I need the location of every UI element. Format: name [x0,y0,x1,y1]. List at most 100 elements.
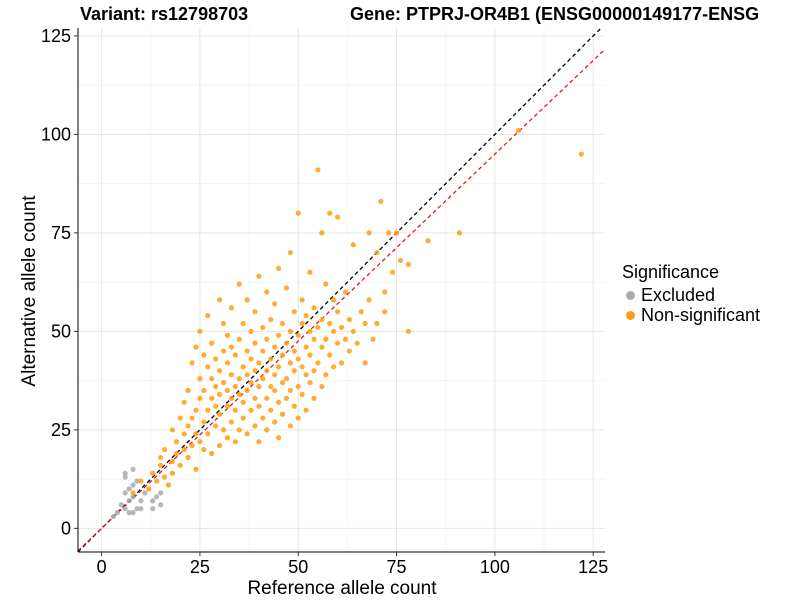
data-point-non-significant [205,313,211,319]
data-point-non-significant [240,399,246,405]
data-point-excluded [122,490,128,496]
data-point-non-significant [228,372,234,378]
data-point-non-significant [378,198,384,204]
data-point-non-significant [287,387,293,394]
x-axis-label: Reference allele count [247,578,437,599]
data-point-non-significant [260,324,266,331]
data-point-non-significant [311,336,317,342]
data-point-non-significant [350,242,356,248]
data-point-non-significant [205,431,211,437]
data-points [110,127,585,520]
data-point-non-significant [236,427,242,433]
data-point-non-significant [260,376,266,382]
data-point-non-significant [185,387,191,394]
data-point-non-significant [256,273,262,279]
data-point-non-significant [228,305,234,311]
data-point-non-significant [232,352,238,358]
data-point-non-significant [515,127,522,134]
data-point-non-significant [185,454,191,461]
data-point-non-significant [370,336,376,342]
data-point-non-significant [299,391,305,398]
y-tick-label: 25 [51,420,71,440]
data-point-non-significant [264,336,270,342]
data-point-non-significant [390,269,396,275]
y-tick-label: 125 [41,26,71,46]
legend: Significance Excluded Non-significant [622,262,760,325]
data-point-excluded [157,502,164,508]
data-point-non-significant [362,360,368,366]
data-point-excluded [142,490,148,496]
data-point-non-significant [193,431,199,437]
x-tick-label: 25 [190,557,210,577]
data-point-non-significant [272,387,278,394]
data-point-non-significant [303,407,309,413]
data-point-non-significant [252,309,258,315]
x-tick-label: 100 [480,557,510,577]
data-point-excluded [126,486,132,492]
data-point-non-significant [386,230,392,236]
data-point-non-significant [275,332,282,338]
data-point-non-significant [393,230,400,236]
data-point-non-significant [327,352,333,358]
data-point-excluded [122,470,128,476]
x-tick-label: 0 [97,557,107,577]
data-point-non-significant [213,403,219,409]
data-point-non-significant [287,249,293,256]
data-point-non-significant [319,230,325,236]
data-point-excluded [126,510,132,516]
data-point-non-significant [232,439,238,445]
data-point-non-significant [279,411,286,417]
data-point-non-significant [248,379,254,386]
data-point-non-significant [161,474,168,480]
data-point-non-significant [342,289,349,295]
data-point-non-significant [275,435,282,441]
data-point-excluded [138,506,144,512]
data-point-non-significant [374,249,380,256]
data-point-non-significant [334,214,341,220]
y-tick-label: 100 [41,124,71,144]
data-point-non-significant [252,340,258,346]
data-point-excluded [130,494,136,500]
data-point-non-significant [366,230,372,236]
gene-title: Gene: PTPRJ-OR4B1 (ENSG00000149177-ENSG [350,4,760,24]
data-point-non-significant [197,439,203,445]
legend-title: Significance [622,262,720,282]
data-point-non-significant [248,356,254,362]
data-point-non-significant [331,364,337,370]
data-point-excluded [134,478,140,484]
data-point-non-significant [252,368,258,374]
data-point-non-significant [323,281,329,287]
data-point-non-significant [307,352,313,358]
data-point-excluded [150,506,156,512]
data-point-non-significant [303,344,309,350]
data-point-non-significant [331,328,337,334]
data-point-non-significant [248,328,254,334]
x-tick-label: 50 [288,557,308,577]
data-point-excluded [126,498,132,504]
data-point-non-significant [157,454,164,461]
data-point-non-significant [216,297,223,303]
data-point-non-significant [236,376,242,382]
data-point-non-significant [154,478,160,484]
data-point-non-significant [220,427,227,433]
data-point-non-significant [216,391,223,398]
data-point-non-significant [425,238,431,244]
data-point-non-significant [405,328,411,334]
data-point-non-significant [224,360,231,366]
data-point-non-significant [456,230,463,236]
data-point-non-significant [315,360,321,366]
data-point-non-significant [181,399,187,405]
data-point-non-significant [216,443,223,449]
data-point-non-significant [366,297,372,303]
data-point-non-significant [291,309,297,315]
y-tick-label: 0 [61,518,71,538]
data-point-non-significant [323,336,329,342]
data-point-non-significant [272,419,278,425]
data-point-excluded [122,506,128,512]
data-point-non-significant [268,383,274,390]
data-point-non-significant [319,316,325,323]
data-point-non-significant [205,407,211,413]
data-point-non-significant [307,328,313,334]
data-point-non-significant [327,320,333,327]
data-point-non-significant [157,462,164,468]
